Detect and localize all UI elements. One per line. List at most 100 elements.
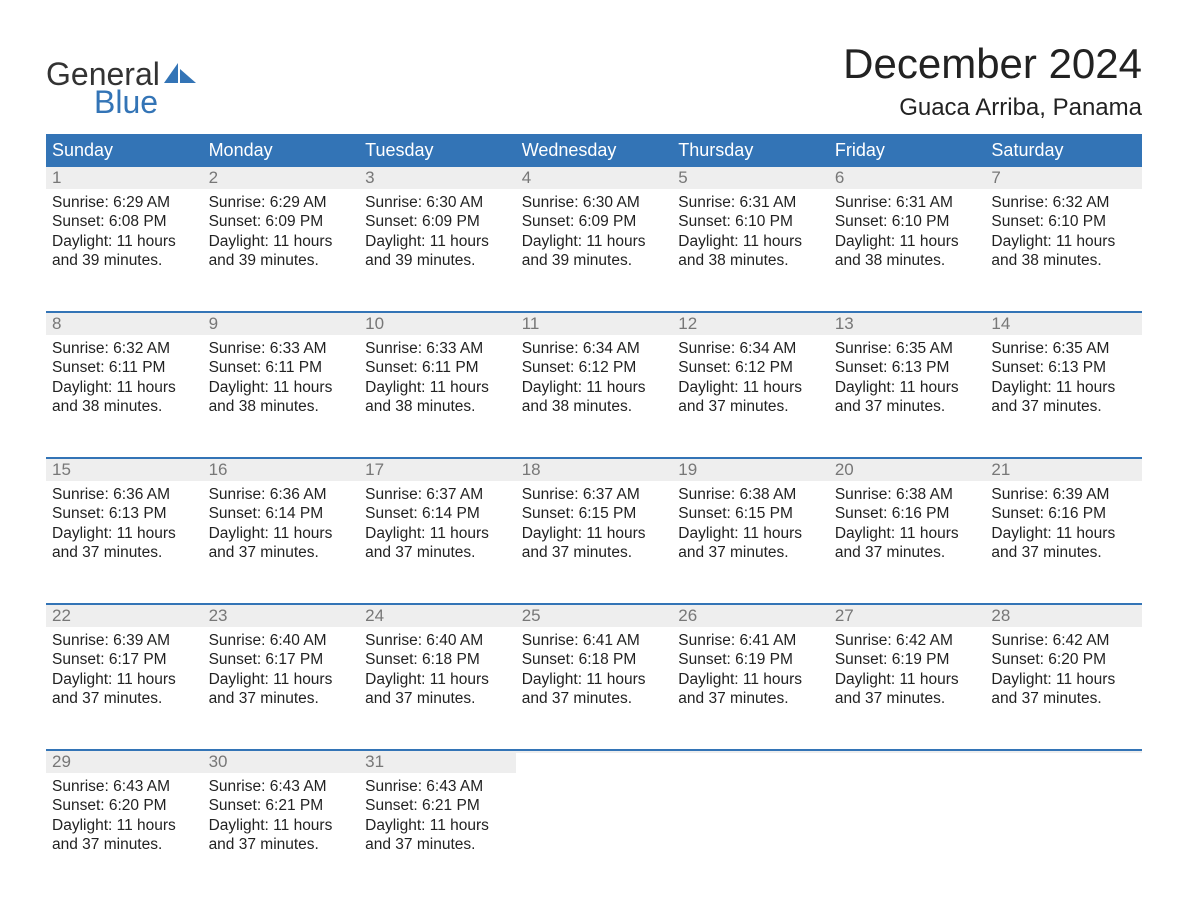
calendar-day: 29Sunrise: 6:43 AMSunset: 6:20 PMDayligh…	[46, 751, 203, 875]
calendar-day: 2 Sunrise: 6:29 AMSunset: 6:09 PMDaylight…	[203, 167, 360, 291]
day-details: Sunrise: 6:35 AMSunset: 6:13 PMDaylight:…	[991, 339, 1136, 417]
day-details: Sunrise: 6:43 AMSunset: 6:21 PMDaylight:…	[209, 777, 354, 855]
day-number: 21	[991, 460, 1010, 479]
day-details: Sunrise: 6:34 AMSunset: 6:12 PMDaylight:…	[678, 339, 823, 417]
day-number-row: 5	[672, 167, 829, 189]
day-details: Sunrise: 6:38 AMSunset: 6:15 PMDaylight:…	[678, 485, 823, 563]
day-number-row: 28	[985, 605, 1142, 627]
calendar-day: 22Sunrise: 6:39 AMSunset: 6:17 PMDayligh…	[46, 605, 203, 729]
day-details: Sunrise: 6:31 AMSunset: 6:10 PMDaylight:…	[835, 193, 980, 271]
logo-sail-icon	[164, 61, 198, 90]
weeks-container: 1 Sunrise: 6:29 AMSunset: 6:08 PMDaylight…	[46, 167, 1142, 875]
calendar-week: 1 Sunrise: 6:29 AMSunset: 6:08 PMDaylight…	[46, 167, 1142, 291]
brand-logo: General Blue	[46, 58, 198, 118]
day-number: 29	[52, 752, 71, 771]
day-number: 13	[835, 314, 854, 333]
day-number-row: 21	[985, 459, 1142, 481]
day-number: 7	[991, 168, 1000, 187]
day-number: 18	[522, 460, 541, 479]
day-details: Sunrise: 6:30 AMSunset: 6:09 PMDaylight:…	[365, 193, 510, 271]
calendar-day: 21Sunrise: 6:39 AMSunset: 6:16 PMDayligh…	[985, 459, 1142, 583]
day-number: 12	[678, 314, 697, 333]
day-number-row: 15	[46, 459, 203, 481]
day-number-row: 30	[203, 751, 360, 773]
weekday-header: Friday	[829, 134, 986, 167]
page-header: General Blue December 2024 Guaca Arriba,…	[46, 40, 1142, 122]
calendar-day: 1 Sunrise: 6:29 AMSunset: 6:08 PMDaylight…	[46, 167, 203, 291]
calendar-day: 31 Sunrise: 6:43 AMSunset: 6:21 PMDayligh…	[359, 751, 516, 875]
day-details: Sunrise: 6:36 AMSunset: 6:14 PMDaylight:…	[209, 485, 354, 563]
day-number: 27	[835, 606, 854, 625]
title-block: December 2024 Guaca Arriba, Panama	[843, 40, 1142, 122]
calendar-week: 8Sunrise: 6:32 AMSunset: 6:11 PMDaylight…	[46, 311, 1142, 437]
day-number: 14	[991, 314, 1010, 333]
weekday-header: Tuesday	[359, 134, 516, 167]
day-number-row: 13	[829, 313, 986, 335]
calendar-day: 12 Sunrise: 6:34 AMSunset: 6:12 PMDayligh…	[672, 313, 829, 437]
calendar-grid: SundayMondayTuesdayWednesdayThursdayFrid…	[46, 134, 1142, 875]
day-number-row: 4	[516, 167, 673, 189]
calendar-page: General Blue December 2024 Guaca Arriba,…	[0, 0, 1188, 905]
day-number-row: 20	[829, 459, 986, 481]
day-number-row: 8	[46, 313, 203, 335]
logo-text-bottom: Blue	[94, 86, 158, 118]
calendar-day: 26Sunrise: 6:41 AMSunset: 6:19 PMDayligh…	[672, 605, 829, 729]
weekday-header-row: SundayMondayTuesdayWednesdayThursdayFrid…	[46, 134, 1142, 167]
calendar-day: 8Sunrise: 6:32 AMSunset: 6:11 PMDaylight…	[46, 313, 203, 437]
calendar-day: 14 Sunrise: 6:35 AMSunset: 6:13 PMDayligh…	[985, 313, 1142, 437]
day-details: Sunrise: 6:30 AMSunset: 6:09 PMDaylight:…	[522, 193, 667, 271]
day-details: Sunrise: 6:39 AMSunset: 6:17 PMDaylight:…	[52, 631, 197, 709]
day-number: 4	[522, 168, 531, 187]
day-number-row: 31	[359, 751, 516, 773]
day-number-row: 18	[516, 459, 673, 481]
calendar-day: 5Sunrise: 6:31 AMSunset: 6:10 PMDaylight…	[672, 167, 829, 291]
day-details: Sunrise: 6:29 AMSunset: 6:08 PMDaylight:…	[52, 193, 197, 271]
day-details: Sunrise: 6:41 AMSunset: 6:18 PMDaylight:…	[522, 631, 667, 709]
calendar-day	[829, 751, 986, 875]
day-number-row: 12	[672, 313, 829, 335]
day-details: Sunrise: 6:33 AMSunset: 6:11 PMDaylight:…	[209, 339, 354, 417]
calendar-day	[985, 751, 1142, 875]
location-label: Guaca Arriba, Panama	[843, 94, 1142, 122]
day-number: 16	[209, 460, 228, 479]
day-details: Sunrise: 6:37 AMSunset: 6:15 PMDaylight:…	[522, 485, 667, 563]
day-number-row: 2	[203, 167, 360, 189]
calendar-day: 3Sunrise: 6:30 AMSunset: 6:09 PMDaylight…	[359, 167, 516, 291]
day-number-row	[985, 751, 1142, 753]
weekday-header: Sunday	[46, 134, 203, 167]
day-number-row: 27	[829, 605, 986, 627]
day-details: Sunrise: 6:43 AMSunset: 6:21 PMDaylight:…	[365, 777, 510, 855]
day-number-row: 16	[203, 459, 360, 481]
calendar-day: 16 Sunrise: 6:36 AMSunset: 6:14 PMDayligh…	[203, 459, 360, 583]
day-number: 10	[365, 314, 384, 333]
day-details: Sunrise: 6:40 AMSunset: 6:18 PMDaylight:…	[365, 631, 510, 709]
day-number: 20	[835, 460, 854, 479]
calendar-day: 23Sunrise: 6:40 AMSunset: 6:17 PMDayligh…	[203, 605, 360, 729]
day-number: 25	[522, 606, 541, 625]
calendar-week: 15 Sunrise: 6:36 AMSunset: 6:13 PMDayligh…	[46, 457, 1142, 583]
day-number-row	[829, 751, 986, 753]
day-number: 17	[365, 460, 384, 479]
calendar-day: 9 Sunrise: 6:33 AMSunset: 6:11 PMDaylight…	[203, 313, 360, 437]
day-details: Sunrise: 6:42 AMSunset: 6:20 PMDaylight:…	[991, 631, 1136, 709]
month-title: December 2024	[843, 40, 1142, 88]
calendar-day: 25 Sunrise: 6:41 AMSunset: 6:18 PMDayligh…	[516, 605, 673, 729]
day-number: 11	[522, 314, 540, 333]
calendar-day: 13Sunrise: 6:35 AMSunset: 6:13 PMDayligh…	[829, 313, 986, 437]
day-details: Sunrise: 6:42 AMSunset: 6:19 PMDaylight:…	[835, 631, 980, 709]
day-number-row: 29	[46, 751, 203, 773]
day-number-row: 7	[985, 167, 1142, 189]
day-number-row: 26	[672, 605, 829, 627]
day-number-row: 25	[516, 605, 673, 627]
calendar-day: 17Sunrise: 6:37 AMSunset: 6:14 PMDayligh…	[359, 459, 516, 583]
day-number-row: 23	[203, 605, 360, 627]
day-number-row: 1	[46, 167, 203, 189]
day-details: Sunrise: 6:38 AMSunset: 6:16 PMDaylight:…	[835, 485, 980, 563]
day-number-row: 10	[359, 313, 516, 335]
day-number: 9	[209, 314, 218, 333]
day-details: Sunrise: 6:36 AMSunset: 6:13 PMDaylight:…	[52, 485, 197, 563]
calendar-day: 28 Sunrise: 6:42 AMSunset: 6:20 PMDayligh…	[985, 605, 1142, 729]
calendar-day: 7Sunrise: 6:32 AMSunset: 6:10 PMDaylight…	[985, 167, 1142, 291]
day-details: Sunrise: 6:29 AMSunset: 6:09 PMDaylight:…	[209, 193, 354, 271]
day-number: 5	[678, 168, 687, 187]
